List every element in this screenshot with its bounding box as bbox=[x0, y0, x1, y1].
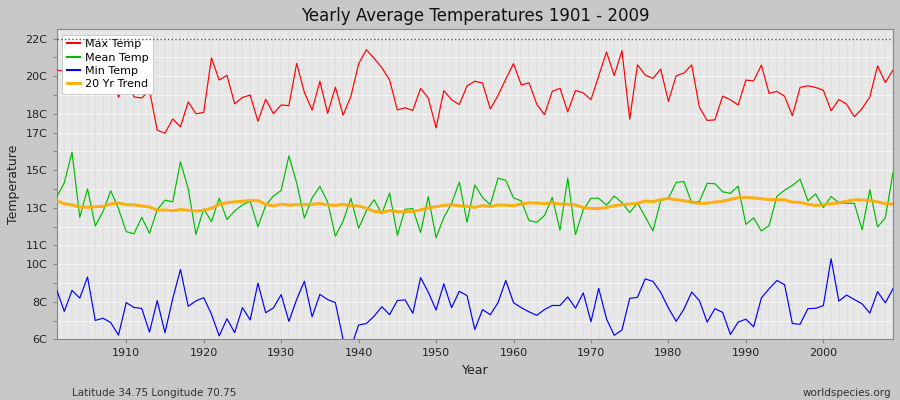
X-axis label: Year: Year bbox=[462, 364, 488, 377]
Y-axis label: Temperature: Temperature bbox=[7, 145, 20, 224]
Legend: Max Temp, Mean Temp, Min Temp, 20 Yr Trend: Max Temp, Mean Temp, Min Temp, 20 Yr Tre… bbox=[62, 35, 154, 94]
Text: Latitude 34.75 Longitude 70.75: Latitude 34.75 Longitude 70.75 bbox=[72, 388, 237, 398]
Text: worldspecies.org: worldspecies.org bbox=[803, 388, 891, 398]
Title: Yearly Average Temperatures 1901 - 2009: Yearly Average Temperatures 1901 - 2009 bbox=[301, 7, 649, 25]
